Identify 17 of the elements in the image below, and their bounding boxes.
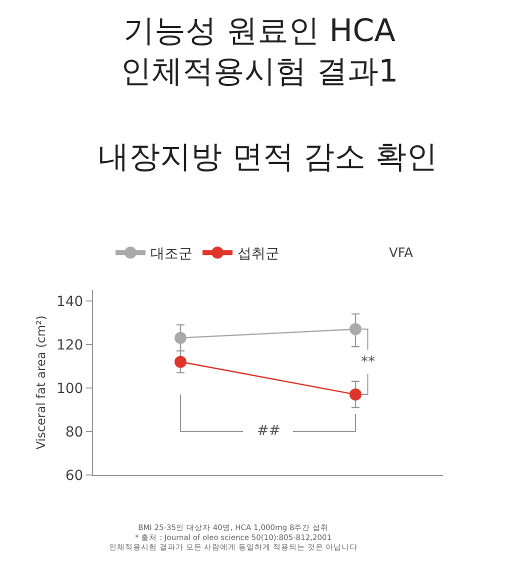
point bbox=[174, 332, 186, 344]
chart-subtitle: 내장지방 면적 감소 확인 bbox=[98, 139, 438, 175]
text: VFA bbox=[389, 246, 414, 261]
legend-label: 섭취군 bbox=[238, 246, 280, 262]
y-tick-label: 120 bbox=[56, 337, 84, 354]
y-tick-label: 60 bbox=[65, 468, 84, 484]
point bbox=[174, 356, 186, 368]
annotation: ** bbox=[361, 354, 375, 370]
y-axis-title: Visceral fat area (cm²) bbox=[34, 315, 48, 450]
chart-title: 기능성 원료인 HCA 인체적용시험 결과1 bbox=[120, 13, 398, 90]
y-tick-label: 80 bbox=[65, 424, 84, 440]
y-tick-label: 140 bbox=[56, 294, 84, 310]
point bbox=[350, 388, 362, 400]
y-tick-label: 100 bbox=[56, 380, 84, 397]
annotation: ## bbox=[257, 423, 280, 439]
point bbox=[350, 323, 362, 336]
legend-label: 대조군 bbox=[150, 246, 192, 262]
